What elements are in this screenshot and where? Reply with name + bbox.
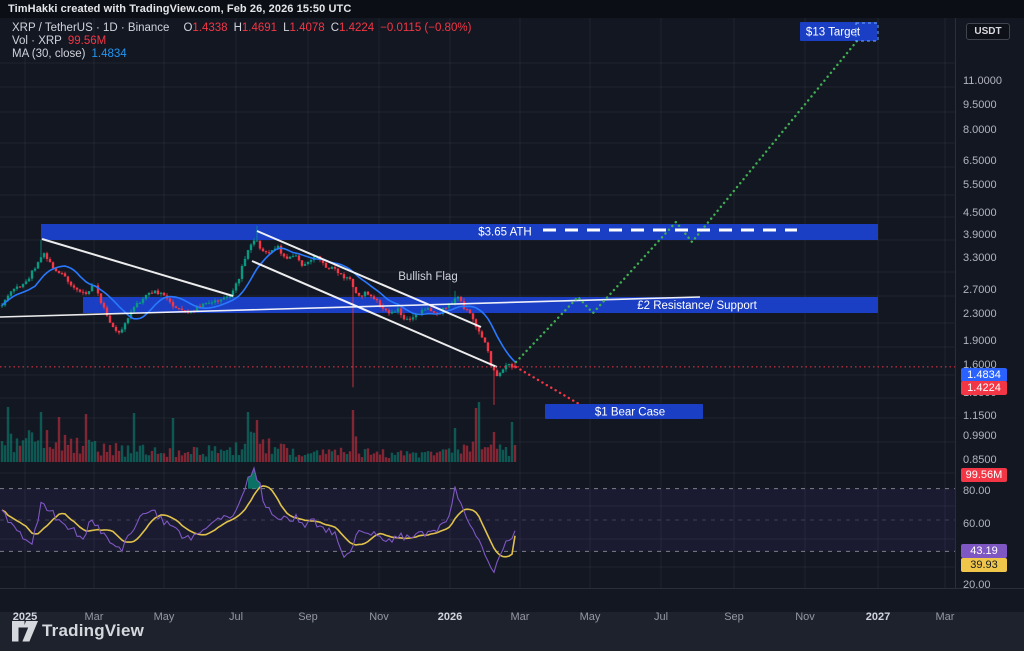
price-axis-label: 3.9000 bbox=[963, 229, 997, 241]
legend-ma-row: MA (30, close) 1.4834 bbox=[12, 48, 471, 61]
currency-button[interactable]: USDT bbox=[966, 23, 1010, 40]
time-axis-label: Mar bbox=[510, 611, 530, 623]
ma-line bbox=[1, 247, 516, 363]
volume-series bbox=[0, 402, 517, 462]
price-axis-label: 4.5000 bbox=[963, 207, 997, 219]
change-value: −0.0115 (−0.80%) bbox=[380, 22, 472, 34]
price-axis-label: 60.00 bbox=[963, 518, 991, 530]
price-axis-label: 0.9900 bbox=[963, 430, 997, 442]
axis-price-badge: 43.19 bbox=[961, 544, 1007, 558]
ohlc-letter: C bbox=[330, 22, 339, 34]
ohlc-value: 1.4691 bbox=[241, 22, 278, 34]
time-axis-label: Mar bbox=[84, 611, 104, 623]
ohlc-letter: L bbox=[283, 22, 290, 34]
attribution-text: TimHakki created with TradingView.com, F… bbox=[8, 3, 352, 15]
axis-price-badge: 1.4224 bbox=[961, 381, 1007, 395]
annotation-text: £2 Resistance/ Support bbox=[637, 300, 757, 312]
bull-projection-line[interactable] bbox=[514, 28, 868, 364]
rsi-ma-line bbox=[1, 485, 516, 558]
legend-volume-row: Vol · XRP 99.56M bbox=[12, 35, 471, 48]
ohlc-letter: H bbox=[233, 22, 242, 34]
price-axis-label: 2.7000 bbox=[963, 284, 997, 296]
chart-legend[interactable]: XRP / TetherUS · 1D · Binance O1.4338 H1.4… bbox=[12, 22, 471, 61]
legend-symbol-row: XRP / TetherUS · 1D · Binance O1.4338 H1.4… bbox=[12, 22, 471, 35]
tradingview-wordmark[interactable]: TradingView bbox=[42, 621, 145, 640]
price-axis-label: 20.00 bbox=[963, 579, 991, 591]
time-axis-label: Sep bbox=[724, 611, 744, 623]
time-axis-label: Nov bbox=[369, 611, 389, 623]
time-axis-label: 2027 bbox=[865, 611, 891, 623]
price-axis-label: 0.8500 bbox=[963, 454, 997, 466]
annotation-text: $13 Target bbox=[806, 27, 861, 39]
symbol-title: XRP / TetherUS · 1D · Binance bbox=[12, 22, 170, 34]
time-axis-label: Jul bbox=[653, 611, 669, 623]
time-axis[interactable]: 2025 Mar May Jul Sep Nov 2026 Mar May Jul Sep Nov 20… bbox=[0, 606, 1024, 630]
price-axis-label: 8.0000 bbox=[963, 124, 997, 136]
axis-price-badge: 99.56M bbox=[961, 468, 1007, 482]
trendlines[interactable] bbox=[0, 230, 701, 368]
flag-label[interactable]: Bullish Flag bbox=[398, 271, 457, 283]
ohlc-value: 1.4338 bbox=[192, 22, 228, 34]
time-axis-label: May bbox=[579, 611, 601, 623]
price-axis-label: 1.9000 bbox=[963, 335, 997, 347]
annotation-labels[interactable]: $3.65 ATH £2 Resistance/ Support $1 Bear C… bbox=[398, 22, 879, 419]
time-axis-label: Mar bbox=[935, 611, 955, 623]
time-axis-label: Jul bbox=[228, 611, 244, 623]
time-axis-label: 2026 bbox=[437, 611, 463, 623]
tradingview-logo-icon[interactable] bbox=[12, 621, 38, 642]
time-axis-label: Nov bbox=[795, 611, 815, 623]
rsi-zone bbox=[0, 488, 955, 552]
axis-price-badge: 39.93 bbox=[961, 558, 1007, 572]
ohlc-value: 1.4224 bbox=[339, 22, 375, 34]
attribution-bar: TimHakki created with TradingView.com, F… bbox=[0, 0, 1024, 18]
axis-price-badge: 1.4834 bbox=[961, 368, 1007, 382]
price-axis-label: 9.5000 bbox=[963, 99, 997, 111]
ma-label: MA (30, close) bbox=[12, 48, 86, 60]
annotation-text: $3.65 ATH bbox=[478, 227, 532, 239]
price-axis[interactable]: 11.0000 9.5000 8.0000 6.5000 5.5000 4.5000 3.9… bbox=[956, 18, 1024, 612]
time-axis-label: Sep bbox=[298, 611, 318, 623]
ohlc-values: O1.4338 H1.4691 L1.4078 C1.4224 bbox=[177, 22, 374, 34]
time-axis-label: May bbox=[153, 611, 175, 623]
rsi-overbought-fill bbox=[248, 468, 260, 489]
volume-value: 99.56M bbox=[67, 35, 107, 47]
price-axis-label: 2.3000 bbox=[963, 308, 997, 320]
price-axis-label: 80.00 bbox=[963, 485, 991, 497]
rsi-line bbox=[1, 466, 516, 574]
ohlc-value: 1.4078 bbox=[289, 22, 325, 34]
price-axis-label: 3.3000 bbox=[963, 252, 997, 264]
price-axis-label: 1.1500 bbox=[963, 410, 997, 422]
volume-label: Vol · XRP bbox=[12, 35, 62, 47]
ohlc-letter: O bbox=[183, 22, 193, 34]
chart-canvas[interactable]: $3.65 ATH £2 Resistance/ Support $1 Bear C… bbox=[0, 18, 1024, 612]
candlestick-series bbox=[0, 225, 517, 405]
ma-value: 1.4834 bbox=[91, 48, 127, 60]
price-axis-label: 5.5000 bbox=[963, 179, 997, 191]
price-axis-label: 11.0000 bbox=[963, 75, 1002, 87]
time-axis-label: 2025 bbox=[12, 611, 38, 623]
footer-bar: TradingView bbox=[0, 612, 1024, 651]
price-axis-label: 6.5000 bbox=[963, 155, 997, 167]
chart-area[interactable]: $3.65 ATH £2 Resistance/ Support $1 Bear C… bbox=[0, 18, 1024, 623]
annotation-text: $1 Bear Case bbox=[595, 407, 665, 419]
